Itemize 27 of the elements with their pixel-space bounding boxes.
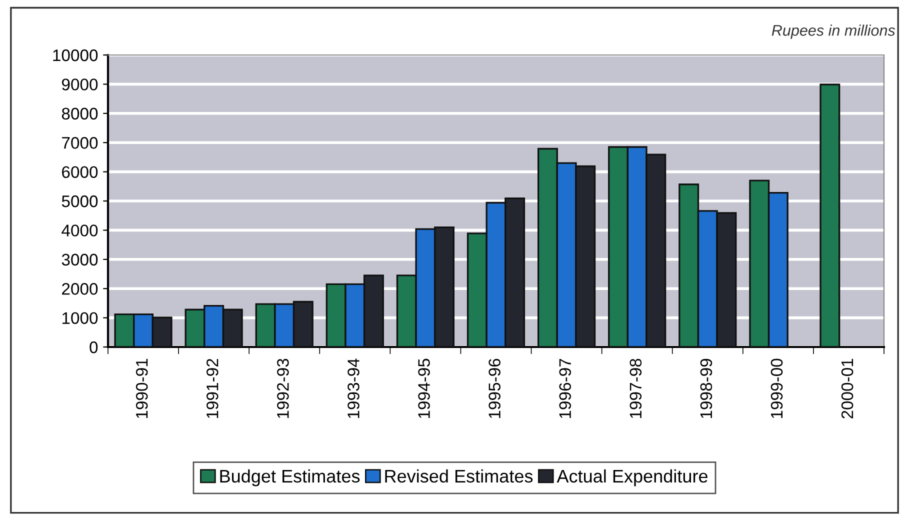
y-tick-label: 0 [90, 341, 98, 354]
x-tick-label: 1991-92 [206, 358, 218, 418]
text: Rupees in millions [772, 24, 896, 39]
y-tick-label: 7000 [62, 137, 98, 149]
x-tick-label: 1993-94 [348, 358, 360, 418]
y-tick-label: 2000 [62, 283, 98, 295]
legend-label: Revised Estimates [385, 469, 533, 483]
y-tick-label: 10000 [53, 49, 98, 62]
x-tick-label: 1995-96 [488, 358, 500, 418]
legend-label: Budget Estimates [220, 469, 360, 486]
legend-label: Actual Expenditure [556, 469, 708, 486]
x-tick-label: 1997-98 [630, 358, 642, 418]
y-tick-label: 6000 [62, 166, 98, 178]
x-tick-label: 1999-00 [770, 358, 783, 418]
x-tick-label: 2000-01 [841, 358, 854, 418]
x-tick-label: 1994-95 [418, 358, 430, 418]
y-tick-label: 1000 [62, 312, 98, 324]
y-tick-label: 4000 [62, 224, 98, 236]
x-tick-label: 1992-93 [277, 358, 289, 418]
x-tick-label: 1990-91 [136, 358, 148, 418]
y-tick-label: 5000 [62, 195, 98, 208]
x-tick-label: 1998-99 [700, 358, 712, 418]
bar [820, 84, 840, 347]
y-tick-label: 9000 [62, 78, 98, 90]
y-tick-label: 8000 [62, 108, 98, 120]
y-tick-label: 3000 [62, 254, 98, 266]
x-tick-label: 1996-97 [559, 358, 572, 418]
